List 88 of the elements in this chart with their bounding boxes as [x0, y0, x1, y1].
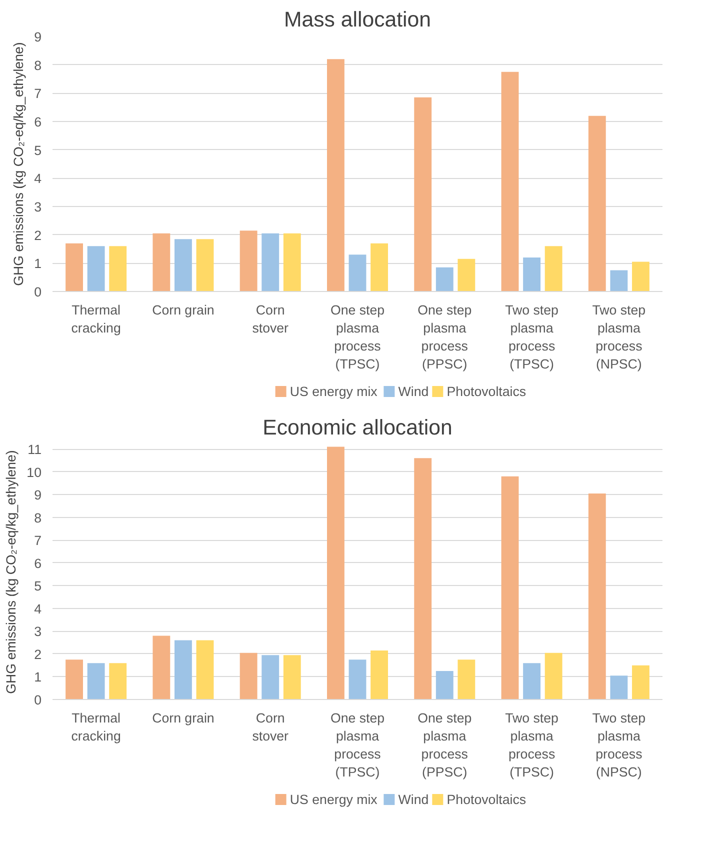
x-tick-label: Two step plasma process (NPSC) — [592, 710, 646, 780]
bar — [66, 243, 83, 292]
x-tick-label: One step plasma process (PPSC) — [418, 710, 472, 780]
legend-label: Wind — [398, 384, 429, 399]
bar — [348, 254, 366, 292]
legend-label: Photovoltaics — [446, 792, 526, 807]
y-tick-label: 3 — [34, 200, 42, 214]
bar — [370, 650, 388, 700]
bar — [523, 663, 540, 700]
x-tick-label: Corn stover — [252, 710, 290, 744]
bar — [174, 239, 192, 292]
bar — [327, 59, 344, 292]
y-tick-label: 10 — [26, 464, 42, 480]
bar — [283, 233, 301, 292]
bar — [436, 267, 454, 292]
bar — [240, 652, 258, 700]
y-tick-label: 9 — [34, 30, 42, 44]
y-tick-label: 1 — [34, 256, 42, 272]
bar — [109, 663, 127, 700]
y-tick-label: 9 — [34, 488, 42, 503]
bar — [262, 233, 280, 292]
bar — [414, 97, 432, 292]
bar — [87, 663, 105, 700]
x-tick-label: One step plasma process (PPSC) — [418, 302, 472, 372]
y-tick-label: 7 — [34, 86, 42, 102]
y-tick-label: 8 — [34, 58, 42, 73]
bar — [501, 72, 519, 292]
bar — [348, 660, 366, 700]
bar — [370, 243, 388, 292]
legend-label: US energy mix — [290, 792, 378, 807]
y-tick-label: 2 — [34, 646, 42, 662]
bar — [66, 660, 83, 700]
bar — [588, 493, 606, 700]
y-axis-title: GHG emissions (kg CO₂-eq/kg_ethylene) — [4, 450, 19, 694]
bar — [174, 640, 192, 700]
bar — [240, 230, 258, 292]
y-tick-label: 5 — [34, 142, 42, 158]
bar — [109, 246, 127, 292]
bar — [87, 246, 105, 292]
x-tick-label: Two step plasma process (TPSC) — [505, 710, 558, 780]
bar — [458, 660, 476, 700]
x-tick-label: Corn grain — [152, 302, 214, 318]
x-tick-label: Corn stover — [252, 302, 290, 336]
bar — [544, 246, 562, 292]
x-tick-label: Two step plasma process (TPSC) — [505, 302, 558, 372]
x-tick-label: Corn grain — [152, 710, 214, 726]
bar — [588, 116, 606, 292]
bar — [283, 655, 301, 700]
y-tick-label: 7 — [34, 533, 42, 548]
bar — [501, 476, 519, 700]
bar — [152, 233, 170, 292]
y-tick-label: 0 — [34, 692, 42, 708]
bar — [544, 652, 562, 700]
bar — [458, 258, 476, 292]
bar — [196, 640, 214, 700]
bar — [152, 636, 170, 700]
legend-label: US energy mix — [290, 384, 378, 399]
x-tick-label: One step plasma process (TPSC) — [330, 302, 385, 372]
x-tick-label: One step plasma process (TPSC) — [330, 710, 385, 780]
y-tick-label: 5 — [34, 578, 42, 594]
y-tick-label: 6 — [34, 114, 42, 130]
bar — [414, 458, 432, 700]
y-tick-label: 4 — [34, 171, 42, 186]
bar — [196, 239, 214, 292]
x-tick-label: Two step plasma process (NPSC) — [592, 302, 646, 372]
y-tick-label: 6 — [34, 556, 42, 571]
y-tick-label: 0 — [34, 284, 42, 300]
x-tick-label: Thermal cracking — [71, 302, 121, 336]
bar — [632, 262, 650, 292]
y-axis-title: GHG emissions (kg CO₂-eq/kg_ethylene) — [11, 42, 26, 286]
legend-label: Photovoltaics — [446, 384, 526, 399]
x-tick-label: Thermal cracking — [71, 710, 121, 744]
y-tick-label: 8 — [34, 510, 42, 526]
y-tick-label: 2 — [34, 228, 42, 243]
y-tick-label: 3 — [34, 624, 42, 640]
y-tick-label: 1 — [34, 670, 42, 685]
bar — [262, 655, 280, 700]
chart-title: Economic allocation — [262, 416, 452, 440]
legend-label: Wind — [398, 792, 429, 807]
y-tick-label: 4 — [34, 601, 42, 616]
bar — [610, 676, 628, 700]
chart-title: Mass allocation — [284, 8, 431, 32]
bar — [632, 665, 650, 700]
bar — [327, 446, 344, 700]
y-tick-label: 11 — [28, 442, 42, 458]
bar — [436, 671, 454, 700]
bar — [610, 270, 628, 292]
bar — [523, 258, 540, 292]
